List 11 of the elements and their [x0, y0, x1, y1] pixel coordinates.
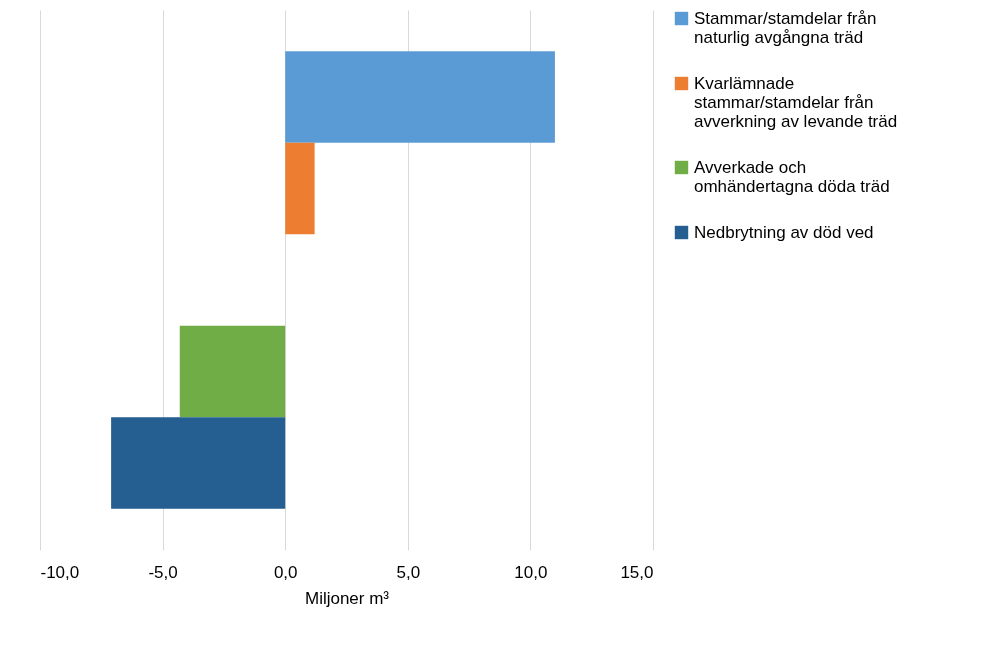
legend-label: Avverkade och omhändertagna döda träd: [694, 157, 890, 196]
x-tick-label: 10,0: [514, 562, 548, 582]
legend-label: Kvarlämnade stammar/stamdelar från avverkning av levande träd: [694, 73, 898, 131]
x-tick-label: -10,0: [40, 562, 80, 582]
x-axis-title: Miljoner m³: [304, 588, 390, 608]
x-tick-label: 0,0: [273, 562, 298, 582]
legend-label: Nedbrytning av död ved: [694, 222, 874, 242]
x-tick-label: 15,0: [620, 562, 654, 582]
legend-label: Stammar/stamdelar från naturlig avgångna träd: [694, 8, 877, 47]
x-tick-label: 5,0: [396, 562, 421, 582]
x-tick-label: -5,0: [148, 562, 178, 582]
